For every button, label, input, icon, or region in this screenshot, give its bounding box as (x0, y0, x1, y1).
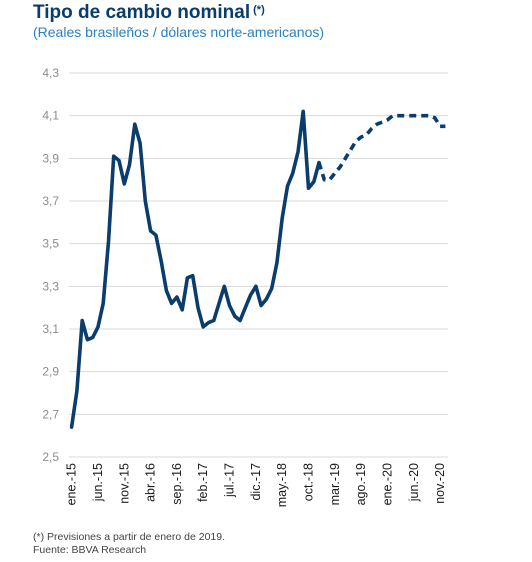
x-tick-label: feb.-17 (196, 463, 210, 502)
x-axis-ticks: ene.-15 jun.-15 nov.-15 abr.-16 sep.-16 feb.-… (65, 463, 447, 507)
x-tick-label: nov.-15 (117, 463, 131, 504)
x-tick-label: sep.-16 (170, 463, 184, 505)
chart-title-text: Tipo de cambio nominal (33, 2, 251, 23)
actual-line (69, 109, 321, 429)
y-tick-label: 3,7 (42, 194, 59, 208)
y-tick-label: 4,1 (42, 109, 59, 123)
x-tick-label: may.-18 (275, 463, 289, 507)
chart-subtitle: (Reales brasileños / dólares norte-ameri… (33, 24, 325, 40)
x-tick-label: jun.-15 (91, 463, 105, 502)
y-tick-label: 3,5 (42, 237, 59, 251)
series-lines (69, 109, 446, 429)
x-tick-label: nov.-20 (433, 463, 447, 504)
x-tick-label: oct.-18 (302, 463, 316, 501)
y-tick-label: 3,9 (42, 151, 59, 165)
y-tick-label: 2,7 (42, 407, 59, 421)
x-tick-label: jul.-17 (223, 463, 237, 498)
y-tick-label: 2,9 (42, 365, 59, 379)
x-tick-label: dic.-17 (249, 463, 263, 501)
x-tick-label: abr.-16 (144, 463, 158, 502)
forecast-line (317, 113, 446, 182)
x-tick-label: ago.-19 (354, 463, 368, 505)
y-tick-label: 4,3 (42, 66, 59, 80)
gridlines (69, 72, 448, 458)
source-note: Fuente: BBVA Research (33, 544, 147, 556)
forecast-note: (*) Previsiones a partir de enero de 201… (33, 531, 226, 543)
x-tick-label: mar.-19 (328, 463, 342, 505)
y-tick-label: 3,1 (42, 322, 59, 336)
x-tick-label: ene.-20 (380, 463, 394, 505)
y-tick-label: 2,5 (42, 450, 59, 464)
y-tick-label: 3,3 (42, 279, 59, 293)
chart-title: Tipo de cambio nominal (*) (33, 2, 265, 24)
x-tick-label: ene.-15 (65, 463, 79, 505)
title-footnote-mark: (*) (253, 4, 265, 16)
chart-notes: (*) Previsiones a partir de enero de 201… (33, 531, 225, 557)
y-axis-ticks: 2,5 2,7 2,9 3,1 3,3 3,5 3,7 3,9 4,1 4,3 (42, 66, 59, 464)
x-tick-label: jun.-20 (407, 463, 421, 502)
